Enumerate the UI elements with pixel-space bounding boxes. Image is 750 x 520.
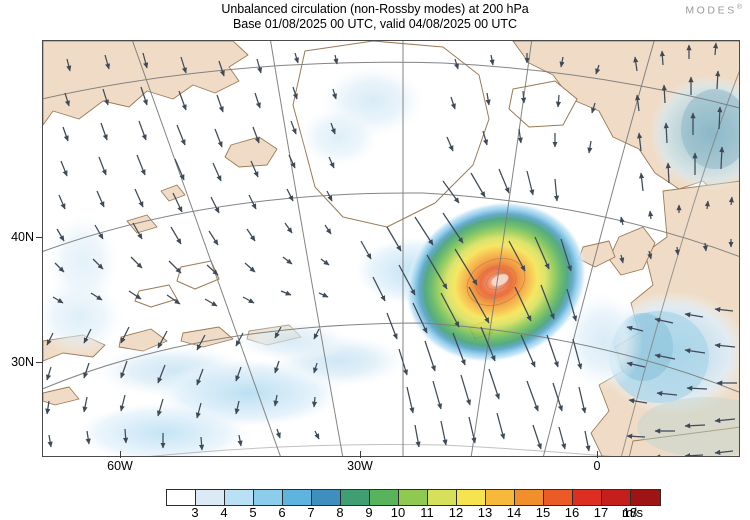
brand-text: MODES [685, 4, 737, 17]
colorbar-label-7: 7 [307, 505, 315, 520]
y-tick-0 [36, 237, 43, 239]
x-axis-label-30w: 30W [347, 459, 373, 473]
x-axis-label-0: 0 [593, 459, 601, 473]
colorbar-swatch-16 [631, 490, 660, 505]
map-graphic [43, 41, 739, 456]
colorbar-label-6: 6 [278, 505, 286, 520]
colorbar-label-8: 8 [336, 505, 344, 520]
colorbar-label-9: 9 [365, 505, 373, 520]
colorbar [166, 489, 661, 506]
colorbar-swatch-10 [457, 490, 486, 505]
x-tick-1 [360, 451, 362, 458]
colorbar-swatch-13 [544, 490, 573, 505]
colorbar-swatch-12 [515, 490, 544, 505]
colorbar-swatch-1 [196, 490, 225, 505]
colorbar-unit-label: m/s [622, 505, 643, 520]
colorbar-label-12: 12 [448, 505, 464, 520]
colorbar-swatch-14 [573, 490, 602, 505]
title-line-1: Unbalanced circulation (non-Rossby modes… [221, 2, 529, 16]
y-axis-label-40n: 40N [11, 230, 34, 244]
colorbar-label-11: 11 [420, 505, 434, 520]
colorbar-label-17: 17 [593, 505, 609, 520]
colorbar-label-16: 16 [564, 505, 580, 520]
modes-logo: MODES® [685, 4, 742, 17]
x-tick-0 [120, 451, 122, 458]
colorbar-swatch-8 [399, 490, 428, 505]
colorbar-swatch-15 [602, 490, 631, 505]
colorbar-label-10: 10 [390, 505, 406, 520]
y-axis-label-30n: 30N [11, 355, 34, 369]
colorbar-swatch-6 [341, 490, 370, 505]
colorbar-swatch-3 [254, 490, 283, 505]
brand-registered-mark: ® [736, 4, 742, 11]
y-tick-1 [36, 362, 43, 364]
x-tick-2 [597, 451, 599, 458]
x-axis-label-60w: 60W [107, 459, 133, 473]
map-plot-frame [42, 40, 740, 457]
colorbar-label-5: 5 [249, 505, 257, 520]
colorbar-label-3: 3 [191, 505, 199, 520]
colorbar-label-13: 13 [477, 505, 493, 520]
colorbar-swatch-0 [167, 490, 196, 505]
colorbar-swatch-9 [428, 490, 457, 505]
page-title: Unbalanced circulation (non-Rossby modes… [0, 2, 750, 31]
map-canvas [43, 41, 739, 456]
colorbar-swatch-4 [283, 490, 312, 505]
colorbar-swatch-11 [486, 490, 515, 505]
colorbar-label-15: 15 [535, 505, 551, 520]
title-line-2: Base 01/08/2025 00 UTC, valid 04/08/2025… [233, 16, 517, 31]
colorbar-swatch-5 [312, 490, 341, 505]
colorbar-swatch-2 [225, 490, 254, 505]
colorbar-label-14: 14 [506, 505, 522, 520]
colorbar-label-4: 4 [220, 505, 228, 520]
colorbar-swatch-7 [370, 490, 399, 505]
